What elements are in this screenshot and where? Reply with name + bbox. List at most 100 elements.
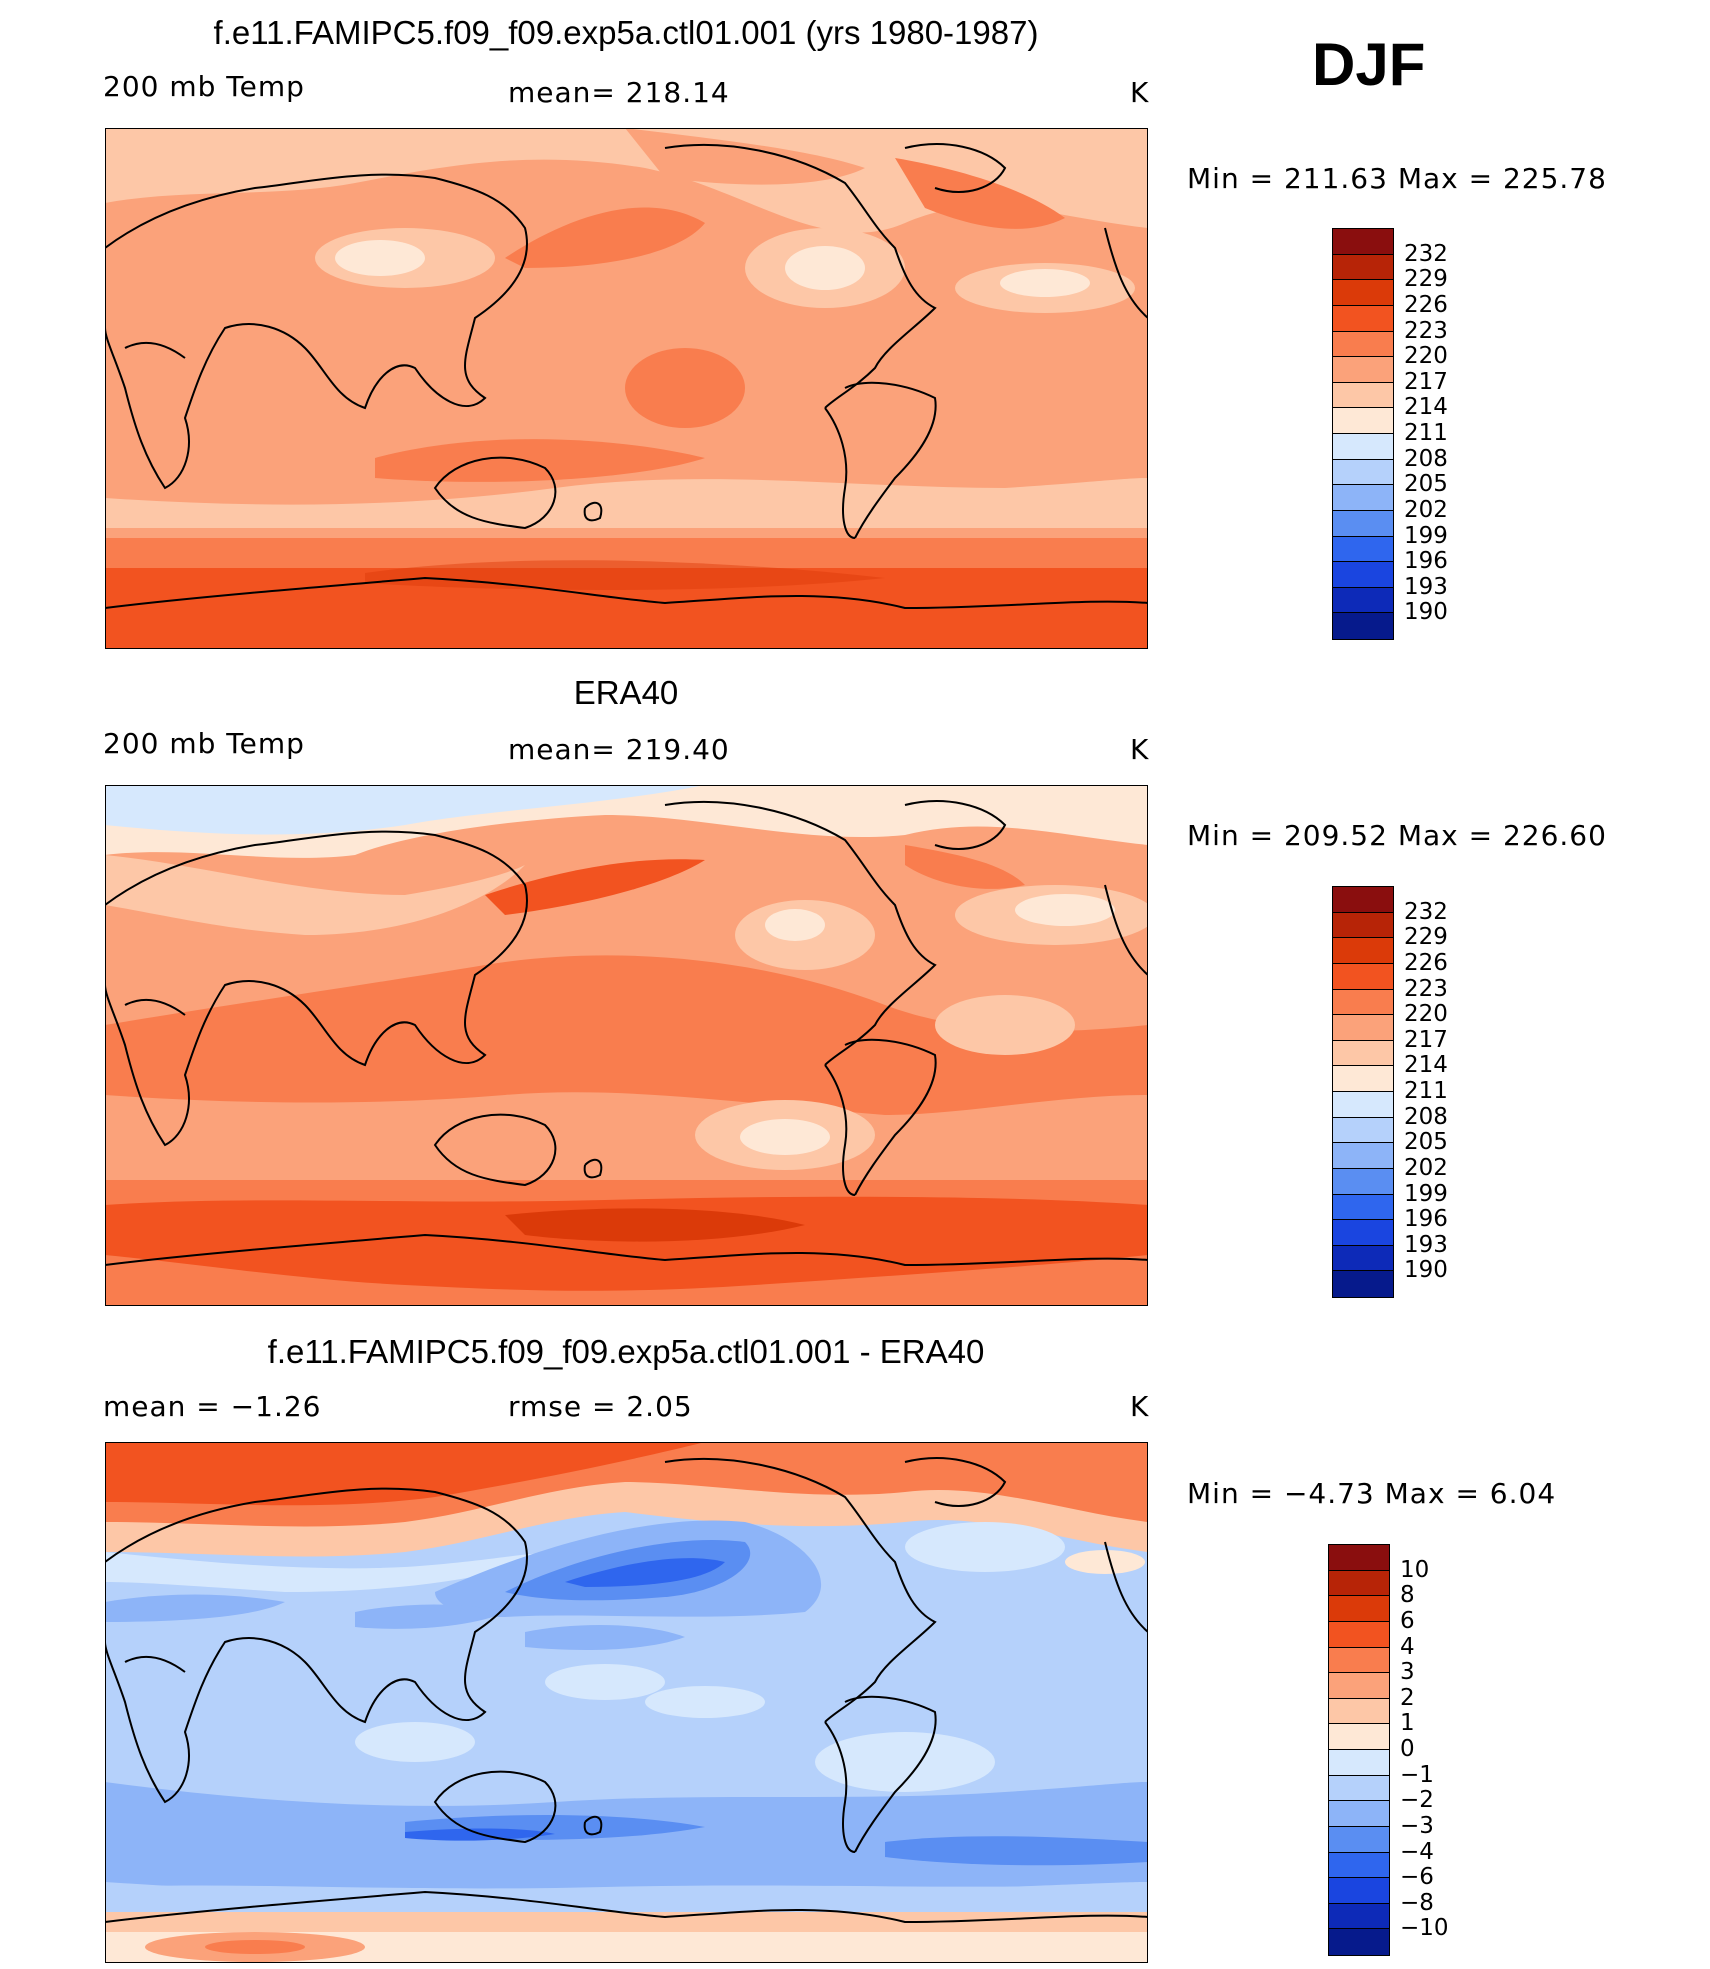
- colorbar-swatch: [1333, 485, 1393, 511]
- colorbar-swatch: [1333, 1245, 1393, 1272]
- colorbar-swatch: [1333, 1066, 1393, 1092]
- colorbar-swatch: [1329, 1621, 1389, 1648]
- colorbar-tick-label: 211: [1404, 420, 1448, 446]
- panel-1-mean-label: mean= 218.14: [508, 76, 730, 109]
- colorbar-tick-label: 3: [1400, 1659, 1415, 1686]
- colorbar-swatch: [1329, 1545, 1389, 1571]
- colorbar-tick-label: −2: [1400, 1787, 1434, 1814]
- season-label: DJF: [1312, 31, 1426, 98]
- colorbar-swatch: [1333, 305, 1393, 332]
- colorbar-tick-label: −8: [1400, 1889, 1434, 1916]
- panel-2-minmax-label: Min = 209.52 Max = 226.60: [1187, 819, 1607, 852]
- colorbar-tick-label: −3: [1400, 1812, 1434, 1839]
- colorbar-swatch: [1333, 1168, 1393, 1195]
- colorbar-swatch: [1333, 510, 1393, 537]
- colorbar-tick-label: 226: [1404, 291, 1448, 318]
- colorbar-tick-label: 214: [1404, 394, 1448, 421]
- colorbar-swatch: [1329, 1801, 1389, 1827]
- colorbar-tick-label: 208: [1404, 1103, 1448, 1130]
- colorbar-tick-label: 10: [1400, 1556, 1430, 1583]
- colorbar-swatch: [1333, 963, 1393, 990]
- panel-3-title: f.e11.FAMIPC5.f09_f09.exp5a.ctl01.001 - …: [267, 1333, 985, 1370]
- colorbar-swatch: [1333, 229, 1393, 255]
- panel-2-mean-label: mean= 219.40: [508, 733, 730, 766]
- colorbar-swatch: [1329, 1570, 1389, 1597]
- colorbar-swatch: [1333, 1194, 1393, 1221]
- panel-2-colorbar: [1332, 886, 1394, 1298]
- colorbar-tick-label: 199: [1404, 522, 1448, 549]
- colorbar-swatch: [1333, 331, 1393, 358]
- colorbar-tick-label: 220: [1404, 1001, 1448, 1028]
- colorbar-tick-label: 1: [1400, 1710, 1415, 1737]
- panel-1-colorbar: [1332, 228, 1394, 640]
- colorbar-tick-label: 229: [1404, 924, 1448, 951]
- colorbar-swatch: [1333, 1117, 1393, 1144]
- colorbar-swatch: [1333, 938, 1393, 964]
- colorbar-swatch: [1333, 357, 1393, 383]
- colorbar-tick-label: 4: [1400, 1633, 1415, 1660]
- colorbar-swatch: [1329, 1596, 1389, 1622]
- panel-2-variable-label: 200 mb Temp: [103, 727, 305, 760]
- colorbar-tick-label: 223: [1404, 317, 1448, 344]
- panel-2-map: [105, 785, 1148, 1306]
- colorbar-swatch: [1329, 1775, 1389, 1802]
- colorbar-tick-label: 205: [1404, 1129, 1448, 1156]
- colorbar-swatch: [1333, 536, 1393, 563]
- colorbar-tick-label: 226: [1404, 949, 1448, 976]
- colorbar-tick-label: 208: [1404, 445, 1448, 472]
- colorbar-tick-label: 193: [1404, 1231, 1448, 1258]
- colorbar-tick-label: 217: [1404, 1026, 1448, 1053]
- colorbar-tick-label: 0: [1400, 1736, 1415, 1762]
- colorbar-swatch: [1333, 887, 1393, 913]
- colorbar-swatch: [1329, 1878, 1389, 1904]
- colorbar-tick-label: −10: [1400, 1915, 1449, 1942]
- colorbar-tick-label: 214: [1404, 1052, 1448, 1079]
- colorbar-swatch: [1333, 408, 1393, 434]
- colorbar-tick-label: −4: [1400, 1838, 1434, 1865]
- panel-3-colorbar: [1328, 1544, 1390, 1956]
- colorbar-tick-label: −1: [1400, 1761, 1434, 1788]
- colorbar-tick-label: 217: [1404, 368, 1448, 395]
- colorbar-tick-label: 202: [1404, 1154, 1448, 1181]
- colorbar-swatch: [1333, 912, 1393, 939]
- colorbar-swatch: [1333, 434, 1393, 460]
- colorbar-swatch: [1333, 1015, 1393, 1041]
- colorbar-tick-label: 205: [1404, 471, 1448, 498]
- panel-2-contour-map: [105, 785, 1148, 1306]
- panel-2-units-label: K: [1130, 733, 1150, 766]
- colorbar-tick-label: 232: [1404, 898, 1448, 925]
- colorbar-tick-label: 211: [1404, 1078, 1448, 1104]
- panel-1-variable-label: 200 mb Temp: [103, 70, 305, 103]
- panel-3-rmse-label: rmse = 2.05: [508, 1390, 693, 1423]
- colorbar-swatch: [1333, 1271, 1393, 1297]
- colorbar-swatch: [1329, 1647, 1389, 1674]
- colorbar-swatch: [1329, 1724, 1389, 1750]
- colorbar-tick-label: 232: [1404, 240, 1448, 267]
- colorbar-tick-label: 196: [1404, 1206, 1448, 1233]
- colorbar-swatch: [1329, 1750, 1389, 1776]
- colorbar-tick-label: 223: [1404, 975, 1448, 1002]
- colorbar-swatch: [1329, 1673, 1389, 1699]
- colorbar-tick-label: 193: [1404, 573, 1448, 600]
- colorbar-tick-label: 2: [1400, 1684, 1415, 1711]
- colorbar-tick-label: 199: [1404, 1180, 1448, 1207]
- colorbar-swatch: [1333, 1040, 1393, 1067]
- colorbar-swatch: [1333, 1092, 1393, 1118]
- colorbar-tick-label: 229: [1404, 266, 1448, 293]
- panel-2-title: ERA40: [573, 674, 679, 711]
- colorbar-swatch: [1333, 1143, 1393, 1169]
- colorbar-tick-label: 196: [1404, 548, 1448, 575]
- colorbar-swatch: [1333, 587, 1393, 614]
- colorbar-tick-label: 220: [1404, 343, 1448, 370]
- colorbar-tick-label: 202: [1404, 496, 1448, 523]
- colorbar-tick-label: 190: [1404, 599, 1448, 626]
- panel-3-units-label: K: [1130, 1390, 1150, 1423]
- colorbar-tick-label: 6: [1400, 1607, 1415, 1634]
- panel-3-contour-map: [105, 1442, 1148, 1963]
- colorbar-swatch: [1333, 989, 1393, 1016]
- colorbar-swatch: [1333, 280, 1393, 306]
- panel-3-mean-label: mean = −1.26: [103, 1390, 322, 1423]
- panel-3-map: [105, 1442, 1148, 1963]
- colorbar-tick-label: 8: [1400, 1582, 1415, 1609]
- colorbar-swatch: [1329, 1903, 1389, 1930]
